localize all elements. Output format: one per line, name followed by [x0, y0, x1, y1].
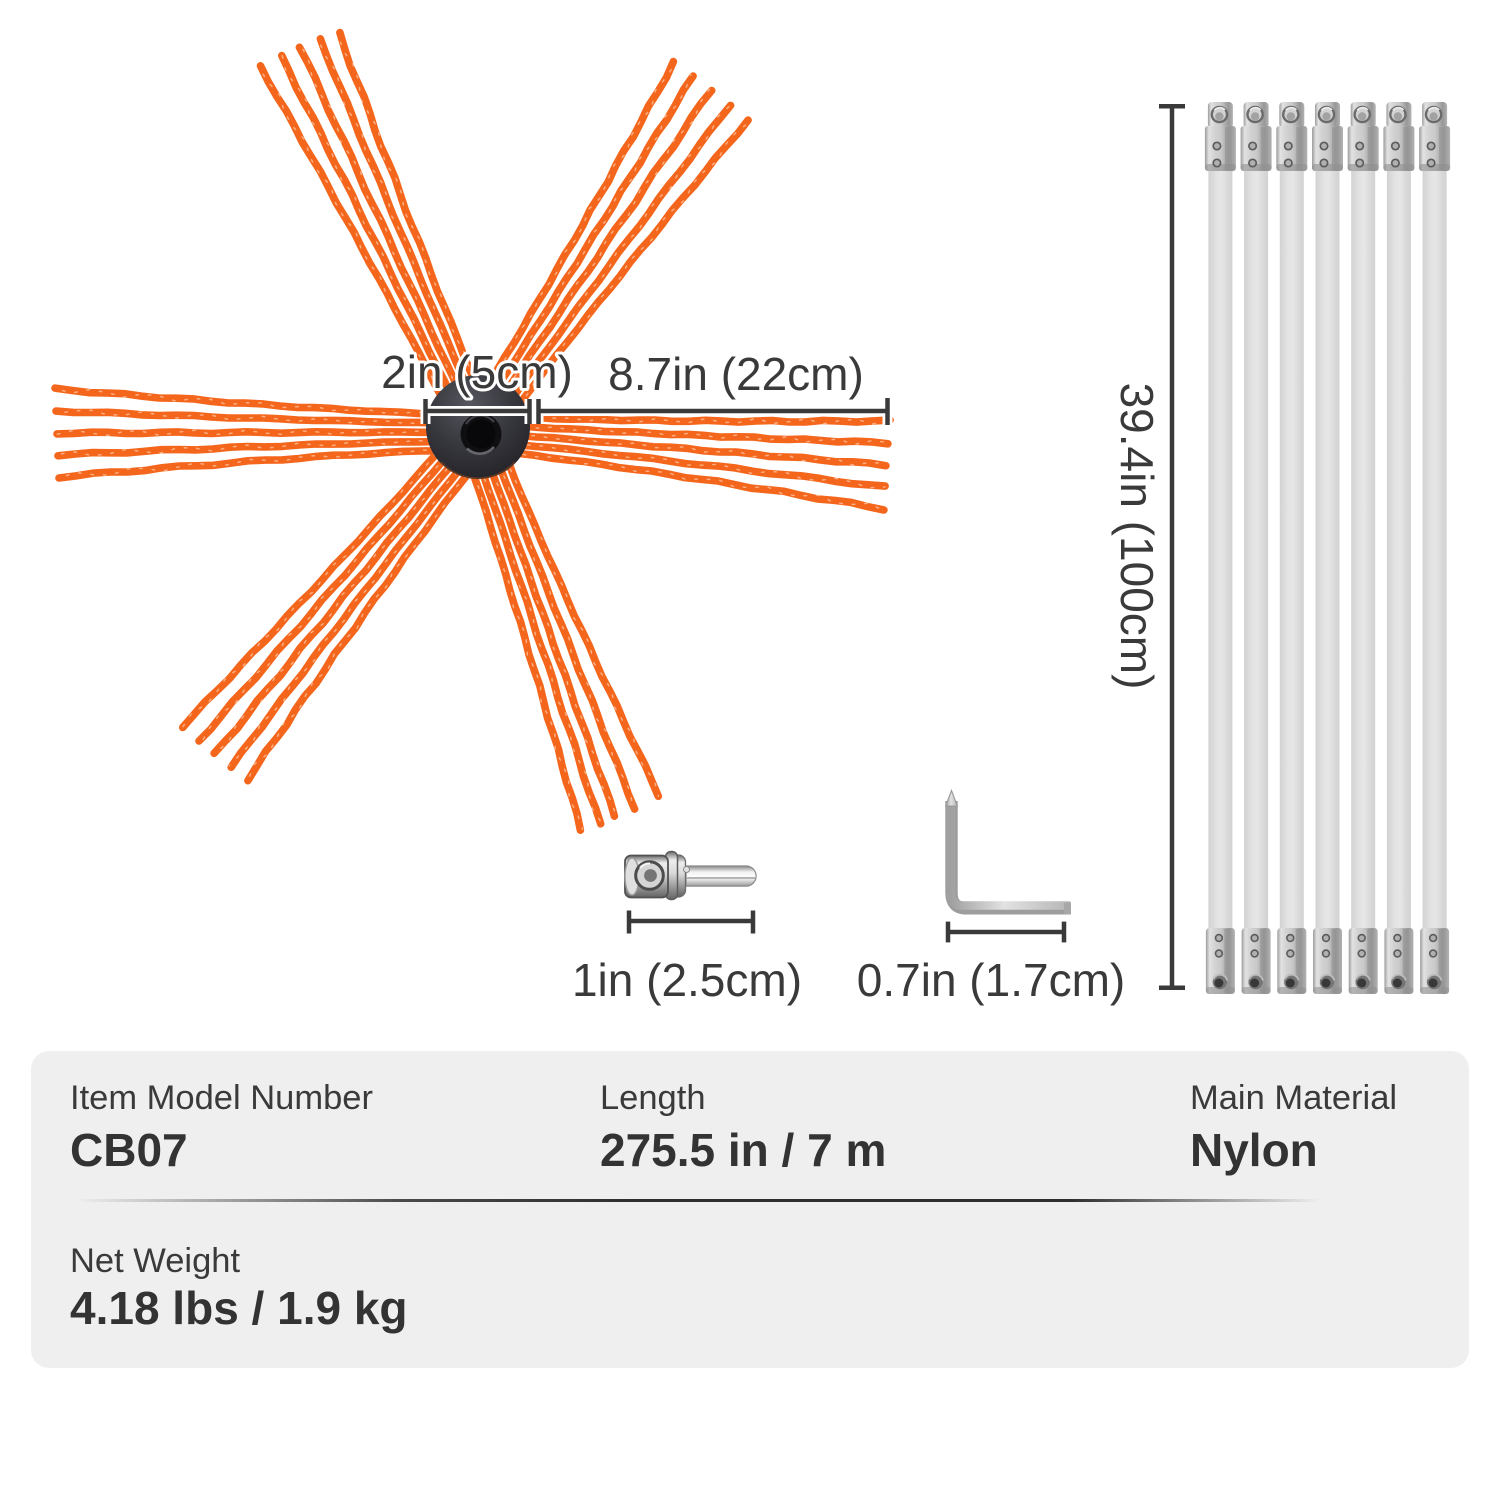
svg-text:39.4in (100cm): 39.4in (100cm) [1111, 383, 1163, 690]
svg-text:0.7in (1.7cm): 0.7in (1.7cm) [857, 954, 1125, 1006]
svg-text:1in (2.5cm): 1in (2.5cm) [572, 954, 802, 1006]
svg-text:8.7in (22cm): 8.7in (22cm) [608, 348, 864, 400]
svg-text:2in (5cm): 2in (5cm) [381, 346, 573, 398]
